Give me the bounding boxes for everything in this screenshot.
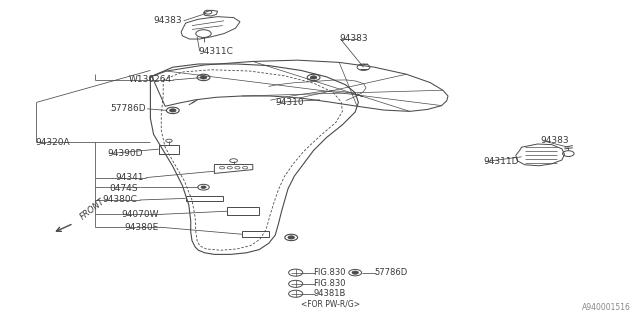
Text: <FOR PW-R/G>: <FOR PW-R/G> [301, 300, 360, 308]
Text: 94380C: 94380C [103, 196, 138, 204]
Text: 94383: 94383 [541, 136, 570, 145]
Circle shape [201, 186, 206, 188]
Text: 0474S: 0474S [109, 184, 138, 193]
Text: W130264: W130264 [129, 76, 172, 84]
Text: 94341: 94341 [115, 173, 144, 182]
Text: 94380E: 94380E [124, 223, 159, 232]
Text: 94320A: 94320A [35, 138, 70, 147]
Text: 94381B: 94381B [314, 289, 346, 298]
Text: 94383: 94383 [154, 16, 182, 25]
Text: 94070W: 94070W [121, 210, 159, 219]
Circle shape [310, 76, 317, 79]
Text: 94311C: 94311C [198, 47, 233, 56]
Circle shape [170, 109, 176, 112]
Text: A940001516: A940001516 [582, 303, 630, 312]
Circle shape [288, 236, 294, 239]
Text: FRONT: FRONT [78, 197, 106, 221]
Circle shape [352, 271, 358, 274]
Text: 94311D: 94311D [483, 157, 518, 166]
Text: 57786D: 57786D [110, 104, 146, 113]
Text: 57786D: 57786D [374, 268, 408, 277]
Text: 94390D: 94390D [108, 149, 143, 158]
Text: 94383: 94383 [339, 34, 368, 43]
Text: 94310: 94310 [275, 98, 304, 107]
Text: FIG.830: FIG.830 [314, 279, 346, 288]
Circle shape [200, 76, 207, 79]
Text: FIG.830: FIG.830 [314, 268, 346, 277]
